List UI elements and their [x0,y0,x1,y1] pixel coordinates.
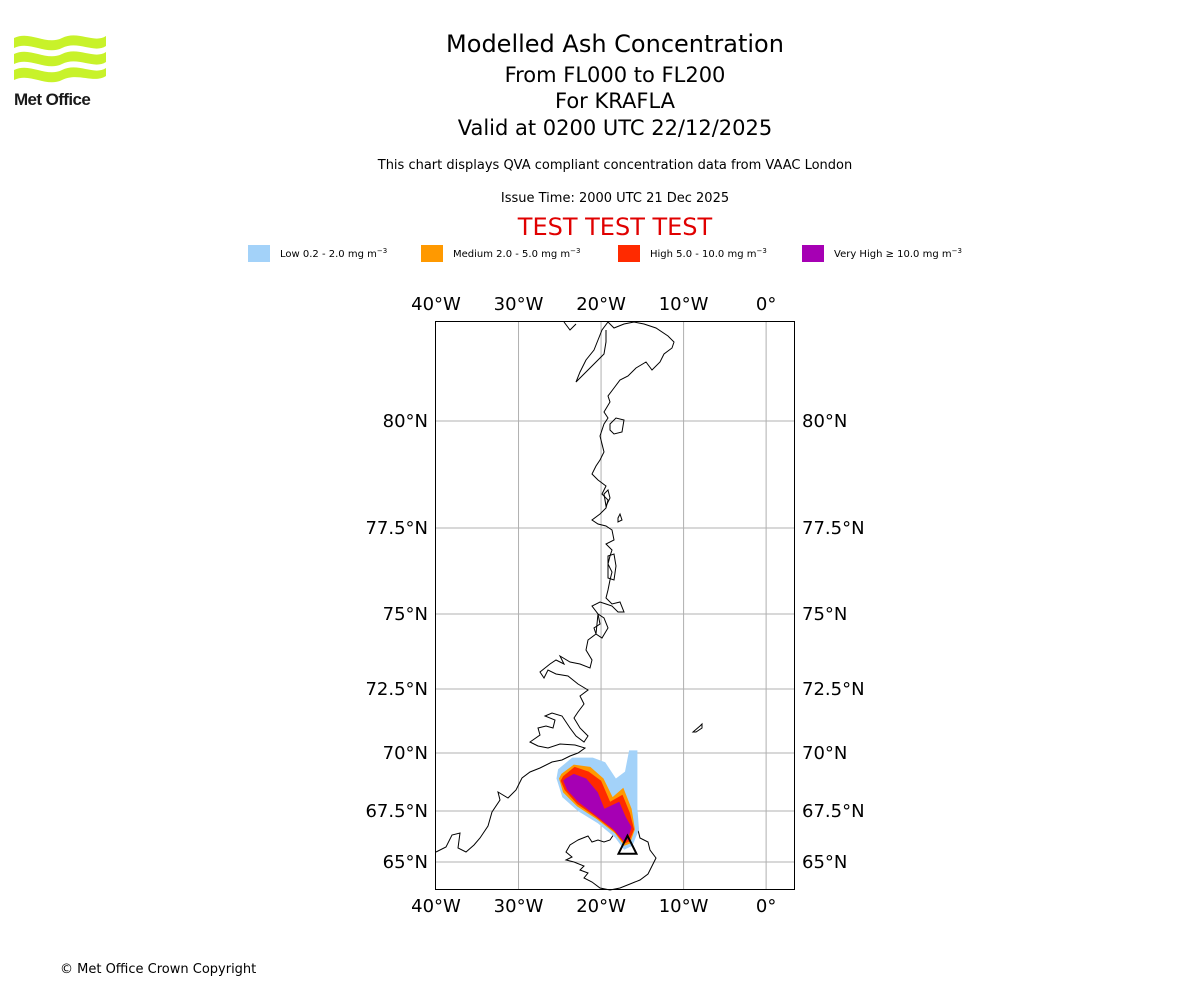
lon-tick-label-top: 20°W [576,294,626,315]
lat-tick-label-right: 67.5°N [802,801,865,822]
legend-swatch-low [248,245,270,262]
ash-concentration-contours [556,750,639,850]
volcano-marker-icon [616,833,639,855]
lat-tick-label-right: 80°N [802,411,847,432]
legend-label-high: High 5.0 - 10.0 mg m [650,249,756,260]
lat-tick-label-right: 77.5°N [802,518,865,539]
legend-swatch-high [618,245,640,262]
legend-exp-low: −3 [377,247,387,255]
legend-label-medium: Medium 2.0 - 5.0 mg m [453,249,570,260]
coast-island-76n [607,553,617,581]
met-office-logo-text: Met Office [14,90,91,109]
lat-tick-label-left: 75°N [383,604,428,625]
compliance-note: This chart displays QVA compliant concen… [377,158,853,173]
lat-tick-label-left: 80°N [383,411,428,432]
lat-tick-label-left: 67.5°N [365,801,428,822]
legend-label-very-high: Very High ≥ 10.0 mg m [834,249,952,260]
lon-tick-label-bottom: 10°W [659,896,709,917]
lat-tick-label-left: 65°N [383,852,428,873]
coast-island-78n [603,489,623,523]
legend-item-medium: Medium 2.0 - 5.0 mg m−3 [421,245,580,262]
chart-title: Modelled Ash Concentration [446,30,784,58]
lat-tick-label-left: 72.5°N [365,679,428,700]
issue-time: Issue Time: 2000 UTC 21 Dec 2025 [500,191,730,206]
lon-tick-label-top: 0° [756,294,776,315]
lat-tick-label-right: 72.5°N [802,679,865,700]
test-banner: TEST TEST TEST [517,213,713,241]
legend-swatch-medium [421,245,443,262]
coastlines [435,321,703,891]
map-frame [435,321,795,890]
lat-tick-label-left: 77.5°N [365,518,428,539]
lon-tick-label-bottom: 0° [756,896,776,917]
svg-text:Medium 2.0 - 5.0 mg m−3: Medium 2.0 - 5.0 mg m−3 [453,247,580,260]
iceland-coastline [564,829,657,891]
ash-contour-very-high [563,773,632,842]
coast-fjord-north [563,321,577,331]
jan-mayen-island [691,722,703,733]
copyright-notice: © Met Office Crown Copyright [60,962,257,977]
lon-tick-label-bottom: 20°W [576,896,626,917]
lat-tick-label-left: 70°N [383,743,428,764]
axis-tick-labels: 40°W 40°W 30°W 30°W 20°W 20°W 10°W 10°W 0° 0° 65°N… [365,294,864,917]
svg-text:High 5.0 - 10.0 mg m−3: High 5.0 - 10.0 mg m−3 [650,247,767,260]
lon-tick-label-bottom: 30°W [494,896,544,917]
legend-exp-medium: −3 [570,247,580,255]
greenland-coastline [435,321,675,853]
lat-tick-label-right: 75°N [802,604,847,625]
legend-exp-high: −3 [756,247,766,255]
met-office-logo-icon [14,35,106,83]
legend-item-very-high: Very High ≥ 10.0 mg m−3 [802,245,962,262]
legend-item-high: High 5.0 - 10.0 mg m−3 [618,245,767,262]
svg-text:Very High ≥ 10.0 mg m−3: Very High ≥ 10.0 mg m−3 [834,247,962,260]
valid-time: Valid at 0200 UTC 22/12/2025 [457,116,773,140]
legend-item-low: Low 0.2 - 2.0 mg m−3 [248,245,387,262]
lon-tick-label-top: 40°W [411,294,461,315]
volcano-name: For KRAFLA [555,89,675,113]
legend-swatch-very-high [802,245,824,262]
legend: Low 0.2 - 2.0 mg m−3 Medium 2.0 - 5.0 mg… [248,245,962,262]
flight-level-range: From FL000 to FL200 [504,63,726,87]
legend-exp-very-high: −3 [952,247,962,255]
lon-tick-label-top: 10°W [659,294,709,315]
lon-tick-label-bottom: 40°W [411,896,461,917]
svg-text:Low 0.2 - 2.0 mg m−3: Low 0.2 - 2.0 mg m−3 [280,247,387,260]
coast-island-74n [595,613,609,639]
coast-island-80n [609,417,625,435]
lon-tick-label-top: 30°W [494,294,544,315]
lat-tick-label-right: 70°N [802,743,847,764]
lat-tick-label-right: 65°N [802,852,847,873]
volcano-marker-layer [616,833,639,855]
legend-label-low: Low 0.2 - 2.0 mg m [280,249,377,260]
